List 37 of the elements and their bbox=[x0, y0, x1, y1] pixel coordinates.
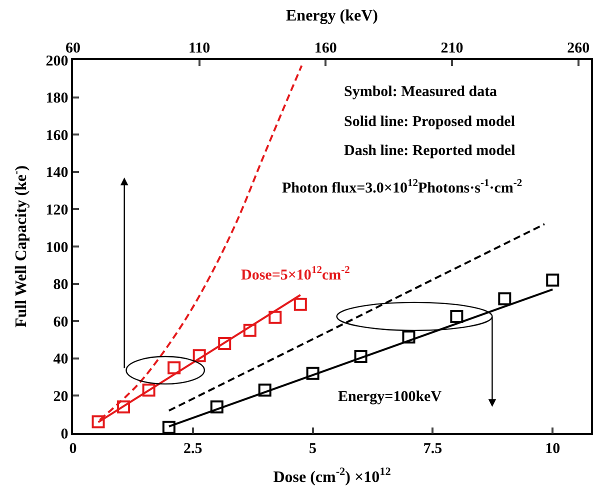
point bbox=[258, 384, 272, 397]
y-tick-label: 100 bbox=[46, 240, 68, 256]
x-tick-label: 7.5 bbox=[423, 440, 442, 457]
y-tick-label: 140 bbox=[46, 165, 68, 182]
x-axis-title: Dose (cm$^{-2}$) ×10$^{12}$ bbox=[273, 466, 392, 486]
y-tick-label: 120 bbox=[46, 202, 68, 218]
series-label: Dose=5×10$^{12}$cm$^{-2}$ bbox=[241, 265, 350, 284]
x2-axis-title: Energy (keV) bbox=[286, 8, 378, 25]
y-tick-label: 0 bbox=[60, 426, 68, 442]
point bbox=[402, 330, 416, 344]
annotation: Symbol: Measured data bbox=[344, 84, 498, 100]
x-tick-label: 5 bbox=[309, 440, 317, 457]
point bbox=[210, 400, 224, 414]
y-tick-label: 200 bbox=[46, 53, 68, 70]
y-tick-label: 160 bbox=[46, 128, 68, 144]
x-tick-label: 10 bbox=[545, 440, 560, 457]
y-tick-label: 180 bbox=[46, 90, 68, 107]
annotation: Dash line: Reported model bbox=[344, 143, 516, 159]
x2-tick-label: 160 bbox=[314, 40, 337, 56]
x2-tick-label: 210 bbox=[440, 40, 464, 56]
x-tick-label: 2.5 bbox=[184, 440, 202, 457]
point bbox=[306, 366, 320, 380]
point bbox=[498, 292, 512, 306]
annotation: Solid line: Proposed model bbox=[344, 114, 515, 130]
x2-tick-label: 260 bbox=[567, 40, 590, 56]
point bbox=[450, 310, 464, 323]
point bbox=[162, 420, 176, 434]
x2-tick-label: 110 bbox=[188, 40, 210, 56]
x2-tick-label: 60 bbox=[66, 40, 80, 56]
y-tick-label: 20 bbox=[53, 388, 68, 405]
y-tick-label: 60 bbox=[53, 314, 68, 330]
point bbox=[546, 274, 560, 287]
y-tick-label: 80 bbox=[53, 277, 68, 294]
annotation: Photon flux=3.0×10$^{12}$Photons·s$^{-1}$·cm$^{-2}$ bbox=[282, 178, 522, 196]
y-tick-label: 40 bbox=[53, 352, 68, 368]
series-label: Energy=100keV bbox=[338, 389, 442, 405]
point bbox=[354, 350, 368, 364]
